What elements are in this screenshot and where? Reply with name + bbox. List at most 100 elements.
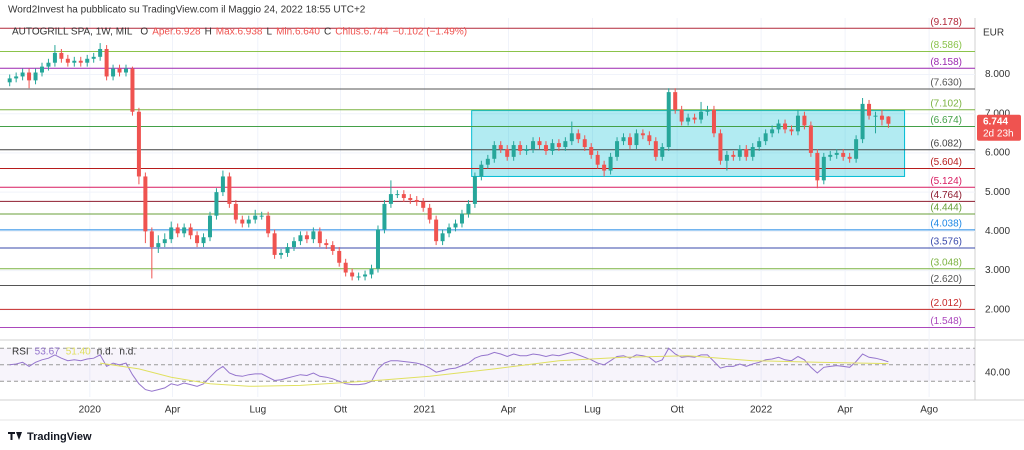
rsi-legend: n.d. <box>119 347 136 358</box>
candle-body <box>291 241 296 248</box>
candle-body <box>111 68 116 77</box>
ohlc-value: Aper.6.928 <box>152 27 201 38</box>
candle-body <box>783 123 788 130</box>
candle-body <box>91 56 96 59</box>
last-price-tag <box>977 114 1021 141</box>
candle-body <box>440 233 445 242</box>
candle-body <box>556 143 561 148</box>
rsi-legend: RSI <box>12 347 29 358</box>
y-tick-label: 8.000 <box>985 69 1010 80</box>
candle-body <box>602 164 607 171</box>
candle-body <box>304 235 309 240</box>
candle-body <box>388 194 393 204</box>
ohlc-value: C <box>324 27 331 38</box>
candle-body <box>879 115 884 120</box>
candle-body <box>679 109 684 122</box>
x-tick-label: Apr <box>501 405 517 416</box>
candle-body <box>821 156 826 181</box>
candle-body <box>808 125 813 153</box>
y-tick-label: 5.000 <box>985 187 1010 198</box>
candle-body <box>188 227 193 236</box>
candle-body <box>52 52 57 63</box>
candle-body <box>272 233 277 255</box>
candle-body <box>330 245 335 251</box>
rsi-legend: n.d. <box>97 347 114 358</box>
candle-body <box>401 194 406 199</box>
candle-body <box>841 152 846 157</box>
level-label: (2.012) <box>930 298 962 309</box>
candle-body <box>770 129 775 134</box>
candle-body <box>408 198 413 200</box>
level-label: (4.764) <box>930 190 962 201</box>
level-label: (1.548) <box>930 316 962 327</box>
candle-body <box>123 68 128 73</box>
candle-body <box>472 176 477 204</box>
currency: EUR <box>983 28 1004 39</box>
y-tick-label: 6.000 <box>985 148 1010 159</box>
ohlc-value: Min.6.640 <box>276 27 320 38</box>
last-price: 6.744 <box>983 116 1008 127</box>
candle-body <box>259 215 264 217</box>
candle-body <box>266 215 271 234</box>
candle-body <box>627 137 632 146</box>
x-tick-label: 2022 <box>750 405 773 416</box>
candle-body <box>563 141 568 148</box>
candle-body <box>253 215 258 220</box>
candle-body <box>46 62 51 67</box>
candle-body <box>169 227 174 240</box>
y-tick-label: 3.000 <box>985 265 1010 276</box>
ohlc-value: Max.6.938 <box>216 27 263 38</box>
candle-body <box>324 243 329 246</box>
candle-body <box>860 103 865 140</box>
candle-body <box>802 115 807 126</box>
candle-body <box>640 133 645 136</box>
ohlc-value: −0.102 (−1.49%) <box>393 27 468 38</box>
candle-body <box>873 115 878 117</box>
candle-body <box>518 145 523 151</box>
candle-body <box>220 176 225 193</box>
candle-body <box>608 156 613 171</box>
candle-body <box>375 229 380 269</box>
candle-body <box>14 76 19 79</box>
candle-body <box>686 117 691 122</box>
candle-body <box>104 48 109 77</box>
x-tick-label: 2021 <box>413 405 436 416</box>
candle-body <box>634 133 639 146</box>
level-label: (8.158) <box>930 57 962 68</box>
candle-body <box>543 145 548 151</box>
candle-body <box>815 152 820 181</box>
candle-body <box>498 145 503 149</box>
candle-body <box>453 223 458 228</box>
candle-body <box>175 227 180 234</box>
candle-body <box>576 133 581 140</box>
rsi-legend: 51.40 <box>66 347 91 358</box>
candle-body <box>447 227 452 234</box>
candle-body <box>130 68 135 112</box>
candle-body <box>589 147 594 155</box>
candle-body <box>246 219 251 224</box>
rsi-ma-line <box>100 355 889 387</box>
candle-body <box>7 78 12 83</box>
ohlc-value: L <box>267 27 273 38</box>
level-label: (5.604) <box>930 157 962 168</box>
candle-body <box>731 154 736 157</box>
candle-body <box>711 109 716 134</box>
candle-body <box>285 247 290 253</box>
candle-body <box>505 148 510 157</box>
level-label: (4.038) <box>930 219 962 230</box>
candle-body <box>207 215 212 238</box>
level-label: (4.444) <box>930 203 962 214</box>
candle-body <box>311 231 316 240</box>
candle-body <box>485 158 490 165</box>
candle-body <box>343 262 348 273</box>
candle-body <box>847 156 852 159</box>
level-label: (2.620) <box>930 274 962 285</box>
candle-body <box>162 239 167 244</box>
candle-body <box>834 152 839 155</box>
candle-body <box>582 139 587 148</box>
candle-body <box>214 192 219 216</box>
ohlc-value: H <box>205 27 212 38</box>
candle-body <box>595 154 600 165</box>
candle-body <box>459 213 464 224</box>
